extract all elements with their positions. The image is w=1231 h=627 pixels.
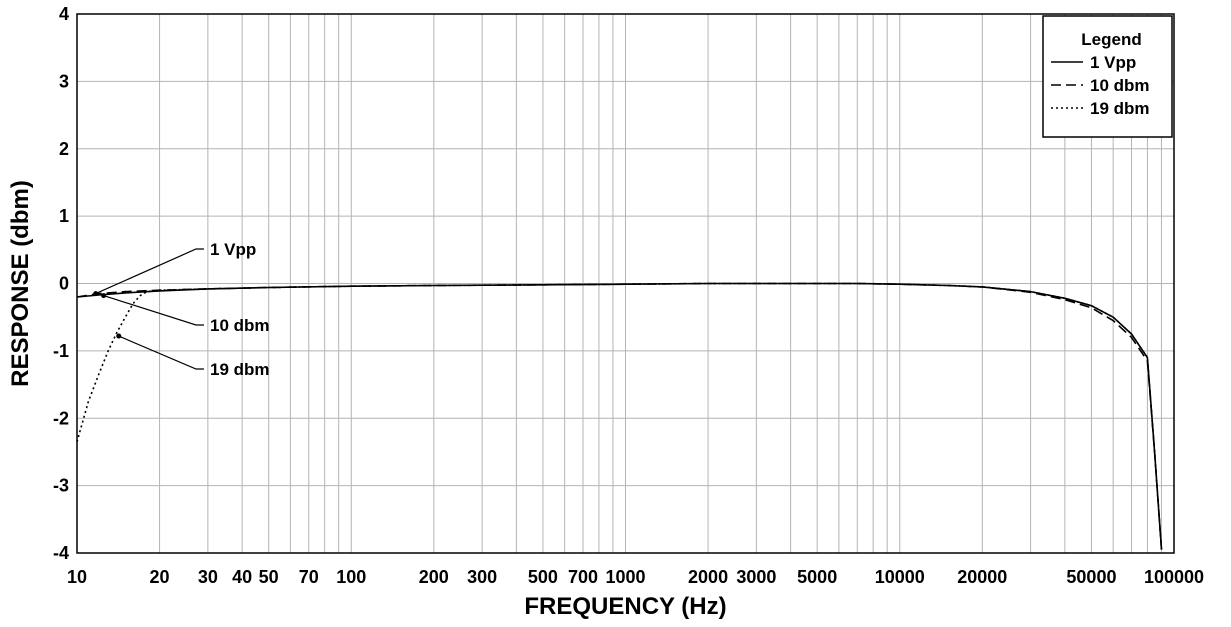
x-tick-label: 30 [198,567,218,587]
x-tick-label: 200 [419,567,449,587]
x-tick-label: 20 [150,567,170,587]
y-tick-label: -1 [53,341,69,361]
y-tick-label: -2 [53,408,69,428]
legend-entry-label: 1 Vpp [1090,53,1136,72]
legend-title: Legend [1081,30,1141,49]
x-tick-labels: 10 20 30 40 50 70 100 200 300 500 700 1000 2000 3000 5… [67,567,1204,587]
series-layer [76,282,1163,550]
y-tick-label: -4 [53,543,69,563]
x-tick-label: 70 [299,567,319,587]
plot-frame [76,13,1175,554]
annotation-arrowhead [116,333,122,339]
x-tick-label: 50000 [1066,567,1116,587]
annotation-leader [95,248,204,295]
x-tick-label: 10000 [875,567,925,587]
x-tick-label: 2000 [688,567,728,587]
annotations: 1 Vpp 10 dbm 19 dbm [93,240,270,379]
x-tick-label: 100 [336,567,366,587]
x-tick-label: 3000 [736,567,776,587]
annotation-leader [118,335,204,370]
annotation-label: 19 dbm [210,360,270,379]
x-tick-label: 40 [232,567,252,587]
y-tick-label: 1 [59,206,69,226]
annotation-label: 10 dbm [210,316,270,335]
x-tick-label: 100000 [1144,567,1204,587]
legend-box [1042,15,1173,138]
y-gridlines [77,80,1174,487]
annotation-arrowhead [93,291,99,297]
y-tick-label: 3 [59,71,69,91]
legend-entries: 1 Vpp 10 dbm 19 dbm [1051,53,1150,118]
y-tick-label: 4 [59,4,69,24]
y-tick-label: -3 [53,476,69,496]
y-tick-label: 0 [59,274,69,294]
legend-entry-label: 19 dbm [1090,99,1150,118]
series-line-19-dbm [76,282,1163,550]
y-tick-label: 2 [59,139,69,159]
x-tick-label: 20000 [957,567,1007,587]
x-tick-label: 1000 [605,567,645,587]
x-tick-label: 10 [67,567,87,587]
x-axis-title: FREQUENCY (Hz) [524,593,726,620]
x-tick-label: 5000 [797,567,837,587]
x-tick-label: 50 [259,567,279,587]
x-tick-label: 700 [568,567,598,587]
y-tick-labels: 4 3 2 1 0 -1 -2 -3 -4 [53,4,69,563]
annotation-arrowhead [101,293,107,299]
legend-entry-label: 10 dbm [1090,76,1150,95]
x-tick-label: 300 [467,567,497,587]
annotation-label: 1 Vpp [210,240,256,259]
x-tick-label: 500 [528,567,558,587]
y-axis-title: RESPONSE (dbm) [7,180,34,387]
annotation-leader [103,295,204,326]
legend: Legend 1 Vpp 10 dbm 19 dbm [1042,15,1173,138]
